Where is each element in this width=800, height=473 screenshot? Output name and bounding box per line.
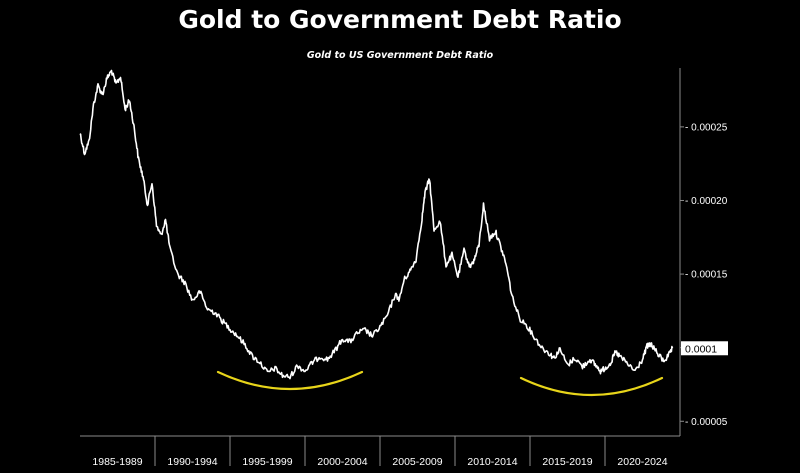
x-tick-label: 2020-2024: [617, 456, 667, 468]
y-tick-label: - 0.00020: [685, 196, 728, 207]
y-tick-label: - 0.00005: [685, 417, 728, 428]
series-line: [79, 69, 674, 380]
chart-subtitle: Gold to US Government Debt Ratio: [307, 50, 494, 61]
x-tick-label: 1995-1999: [242, 456, 292, 468]
last-value-badge-bg: [681, 341, 728, 356]
x-tick-label: 1985-1989: [92, 456, 142, 468]
last-value-badge: 0.0001: [681, 341, 728, 356]
x-tick-label: 2010-2014: [467, 456, 517, 468]
x-tick-label: 2015-2019: [542, 456, 592, 468]
x-tick-label: 1990-1994: [167, 456, 217, 468]
x-tick-label: 2005-2009: [392, 456, 442, 468]
y-tick-label: - 0.00025: [685, 122, 728, 133]
highlight-curve-left: [216, 370, 364, 390]
page-title: Gold to Government Debt Ratio: [178, 5, 621, 34]
x-axis-labels: 1985-1989 1990-1994 1995-1999 2000-2004 2005…: [92, 436, 668, 468]
data-series: [79, 69, 674, 380]
last-value-label: 0.0001: [685, 343, 717, 355]
x-tick-label: 2000-2004: [317, 456, 367, 468]
highlight-curves: [216, 370, 664, 396]
highlight-curve-right: [519, 376, 664, 396]
y-tick-label: - 0.00015: [685, 270, 728, 281]
